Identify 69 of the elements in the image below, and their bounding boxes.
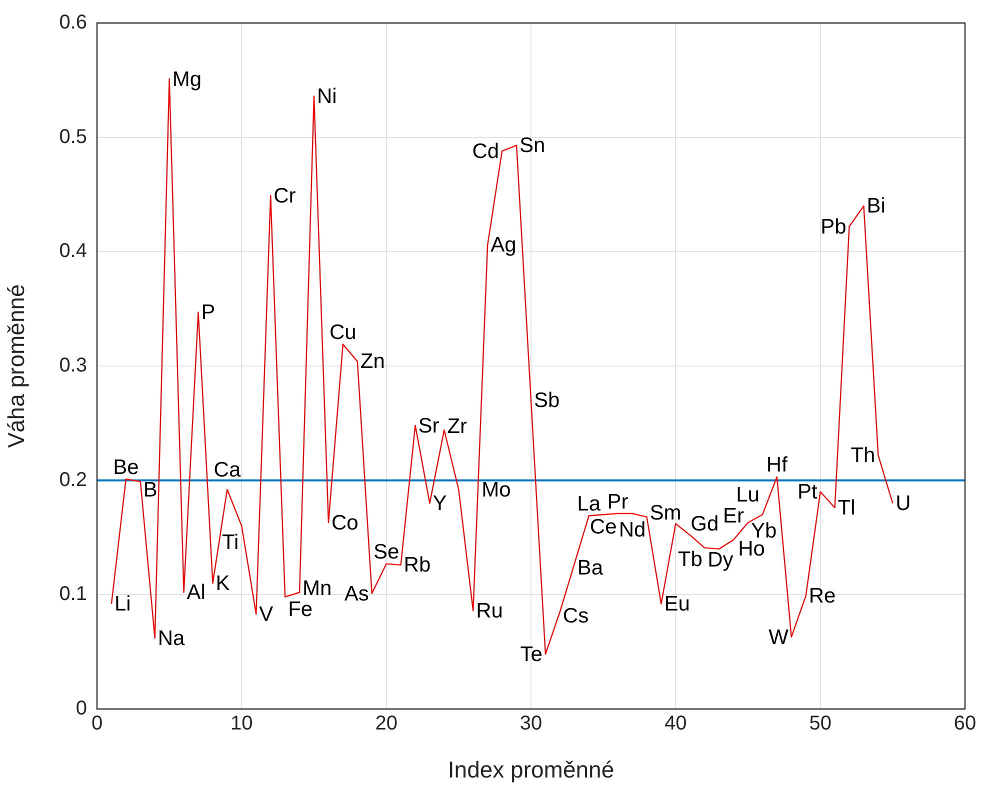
x-tick-label: 50 [809, 712, 832, 735]
annotation: V [259, 602, 274, 626]
annotation: Rb [404, 554, 431, 577]
annotation: W [768, 626, 789, 649]
annotation: Cd [472, 140, 500, 163]
annotation: Mn [302, 577, 332, 600]
annotation: Mg [172, 68, 202, 91]
annotation: Cr [274, 184, 296, 208]
annotation: Sn [520, 134, 546, 158]
annotation: Te [520, 642, 542, 666]
annotation: Se [373, 540, 400, 564]
annotation: Ti [222, 530, 239, 554]
x-tick-label: 60 [954, 712, 976, 735]
annotation: Pr [607, 490, 628, 514]
y-tick-label: 0.2 [59, 468, 87, 491]
y-tick-label: 0 [76, 698, 87, 720]
y-tick-label: 0.4 [59, 240, 87, 262]
x-axis-title: Index proměnné [448, 756, 614, 783]
y-tick-label: 0.3 [59, 354, 87, 377]
annotation: Dy [708, 548, 734, 572]
annotation: Pb [820, 215, 846, 238]
annotation: Eu [664, 592, 690, 616]
annotation: Sb [534, 389, 560, 412]
annotation: Tl [838, 496, 856, 520]
annotation: Ag [490, 234, 516, 257]
annotation: Cu [330, 321, 356, 344]
annotation: Gd [690, 512, 719, 536]
annotation: Y [432, 492, 447, 515]
annotation: Pt [797, 480, 818, 504]
annotation: Ce [590, 515, 617, 538]
annotation: Zn [360, 350, 385, 374]
annotation: Ca [214, 458, 241, 482]
annotation: Sm [650, 502, 682, 525]
annotation: Al [186, 581, 206, 604]
annotation: Cs [562, 604, 589, 628]
annotation: Hf [766, 454, 788, 477]
annotation: Li [114, 592, 131, 616]
y-tick-label: 0.6 [59, 12, 87, 34]
annotation: Ru [476, 599, 503, 622]
x-tick-label: 30 [520, 712, 542, 735]
y-tick-label: 0.1 [59, 583, 87, 606]
annotation: Bi [866, 194, 886, 218]
y-tick-label: 0.5 [59, 126, 87, 148]
annotation: Ni [317, 84, 337, 108]
annotation: B [143, 478, 158, 502]
annotation: K [216, 572, 230, 596]
annotation: Re [808, 584, 836, 608]
annotation: Na [158, 626, 186, 650]
annotation: La [577, 492, 601, 516]
annotation: Mo [482, 478, 511, 502]
x-tick-label: 0 [91, 712, 103, 735]
x-tick-label: 40 [664, 712, 687, 735]
x-tick-label: 20 [375, 712, 398, 735]
annotation: As [344, 582, 369, 606]
annotation: Er [723, 504, 744, 528]
annotation: Th [850, 444, 876, 467]
annotation: Lu [736, 483, 760, 506]
annotation: Nd [618, 518, 646, 542]
annotation: U [896, 492, 911, 515]
annotation: Zr [447, 414, 468, 438]
annotation: P [201, 301, 216, 324]
annotation: Tb [678, 548, 702, 572]
y-axis-title: Váha proměnné [3, 284, 30, 448]
annotation: Co [331, 511, 358, 534]
annotation: Ba [577, 556, 604, 580]
annotation: Sr [418, 414, 440, 438]
annotation: Fe [288, 598, 313, 621]
x-tick-label: 10 [230, 712, 253, 735]
annotation: Be [113, 456, 139, 479]
